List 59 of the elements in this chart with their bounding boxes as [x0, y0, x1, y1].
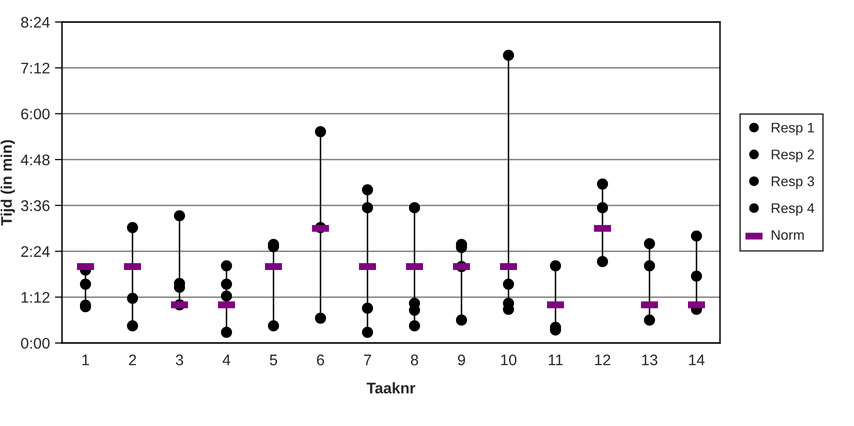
x-tick-label: 3 [176, 354, 184, 366]
y-tick-label: 2:24 [21, 246, 50, 257]
point [550, 260, 562, 272]
point [362, 202, 374, 214]
point [644, 314, 656, 326]
x-tick-label: 5 [270, 354, 278, 366]
point [80, 278, 92, 290]
point [126, 292, 138, 304]
point [690, 270, 702, 282]
x-tick-label: 2 [129, 354, 136, 366]
x-tick-label: 4 [222, 354, 230, 366]
legend-label: Resp 1 [772, 122, 814, 136]
point [502, 278, 514, 290]
point [362, 326, 374, 338]
point [220, 260, 232, 272]
x-tick-label: 6 [317, 354, 324, 366]
point [408, 320, 420, 332]
x-tick-label: 8 [410, 354, 418, 366]
point [220, 290, 232, 302]
point [456, 314, 468, 326]
y-axis-title: Tijd (in min) [0, 140, 15, 226]
point [408, 202, 420, 214]
point [268, 320, 280, 332]
point [596, 256, 608, 268]
point [362, 302, 374, 314]
point [502, 50, 514, 61]
x-tick-label: 7 [364, 354, 371, 366]
point [644, 260, 656, 272]
point [362, 184, 374, 196]
y-tick-label: 3:36 [21, 200, 50, 212]
x-axis-title: Taaknr [366, 382, 416, 394]
point [220, 326, 232, 338]
point [596, 202, 608, 214]
legend-label: Resp 4 [772, 203, 814, 216]
legend-label: Norm [772, 230, 804, 240]
y-tick-label: 4:48 [20, 154, 50, 166]
point [126, 320, 138, 332]
x-tick-label: 13 [642, 354, 658, 366]
y-tick-label: 8:24 [21, 16, 50, 28]
point [690, 230, 702, 242]
point [220, 278, 232, 290]
x-tick-label: 14 [689, 354, 705, 366]
x-tick-label: 11 [548, 354, 563, 366]
point [596, 178, 608, 190]
y-tick-label: 0:00 [21, 338, 50, 349]
point [314, 312, 326, 324]
y-tick-label: 6:00 [21, 108, 50, 120]
point [314, 126, 326, 138]
point [126, 222, 138, 234]
x-tick-label: 12 [595, 354, 610, 366]
legend-label: Resp 2 [772, 150, 814, 162]
point [174, 210, 186, 222]
point [644, 238, 656, 250]
x-tick-label: 9 [458, 354, 466, 366]
x-tick-label: 1 [82, 354, 90, 366]
legend-label: Resp 3 [772, 176, 814, 189]
x-tick-label: 10 [501, 354, 516, 366]
y-tick-label: 1:12 [22, 292, 50, 303]
y-tick-label: 7:12 [21, 62, 50, 74]
